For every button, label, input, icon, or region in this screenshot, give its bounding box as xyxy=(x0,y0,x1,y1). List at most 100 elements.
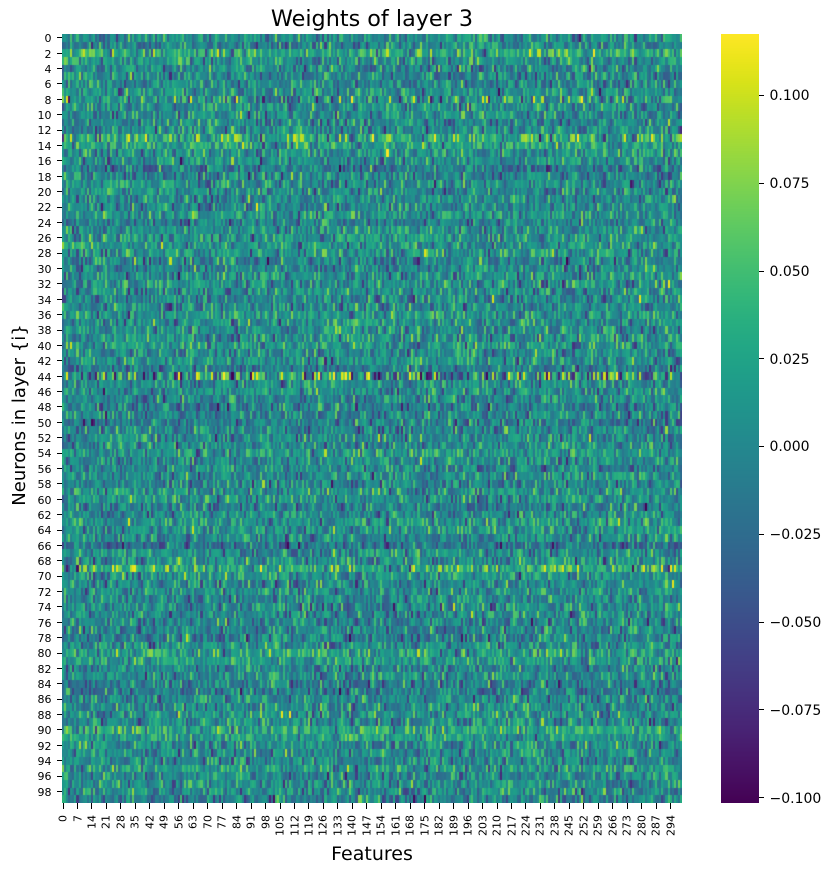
y-tick-mark xyxy=(57,406,62,408)
colorbar-tick-label: 0.050 xyxy=(769,263,810,280)
x-tick-mark xyxy=(626,803,628,809)
x-tick-mark xyxy=(207,803,209,809)
y-tick-mark xyxy=(57,698,62,700)
x-tick-mark xyxy=(380,803,382,809)
x-tick-label: 154 xyxy=(374,815,388,836)
colorbar xyxy=(721,34,759,803)
colorbar-tick-mark xyxy=(759,358,764,360)
y-tick-mark xyxy=(57,268,62,270)
x-tick-label: 168 xyxy=(403,815,417,836)
x-tick-mark xyxy=(496,803,498,809)
x-tick-label: 112 xyxy=(288,815,301,836)
y-tick-mark xyxy=(57,683,62,685)
y-tick-label: 76 xyxy=(37,616,52,630)
colorbar-tick-label: 0.075 xyxy=(769,176,810,193)
y-tick-label: 50 xyxy=(37,416,52,430)
y-tick-mark xyxy=(57,98,62,100)
y-tick-mark xyxy=(57,206,62,208)
x-tick-label: 133 xyxy=(331,815,345,836)
y-tick-label: 92 xyxy=(37,739,52,753)
y-tick-label: 64 xyxy=(37,524,52,538)
x-tick-label: 126 xyxy=(316,815,330,836)
x-tick-mark xyxy=(467,803,469,809)
colorbar-tick-mark xyxy=(759,797,764,799)
x-tick-mark xyxy=(294,803,295,809)
y-tick-label: 0 xyxy=(44,32,52,46)
x-tick-mark xyxy=(597,803,599,809)
x-tick-mark xyxy=(539,803,541,809)
y-tick-label: 22 xyxy=(37,201,52,215)
colorbar-tick-mark xyxy=(759,94,764,96)
y-tick-label: 96 xyxy=(37,770,52,784)
colorbar-tick-mark xyxy=(759,533,764,535)
x-tick-mark xyxy=(554,803,556,809)
y-tick-label: 10 xyxy=(37,109,52,123)
y-tick-mark xyxy=(57,191,62,193)
x-tick-mark xyxy=(178,803,180,809)
x-tick-mark xyxy=(322,803,324,809)
x-tick-label: 294 xyxy=(664,815,678,836)
y-tick-label: 56 xyxy=(37,462,52,476)
y-tick-mark xyxy=(57,221,62,223)
colorbar-tick-label: 0.000 xyxy=(769,439,810,456)
y-tick-mark xyxy=(57,621,62,623)
x-tick-label: 231 xyxy=(533,815,547,836)
y-tick-mark xyxy=(57,52,62,54)
x-tick-label: 0 xyxy=(56,815,70,822)
y-tick-label: 24 xyxy=(37,216,52,230)
y-tick-mark xyxy=(57,237,62,239)
y-tick-label: 48 xyxy=(37,401,52,415)
x-tick-mark xyxy=(337,803,339,809)
colorbar-tick-label: −0.050 xyxy=(769,614,822,631)
x-tick-label: 147 xyxy=(360,815,374,836)
x-tick-label: 63 xyxy=(186,815,200,829)
y-tick-label: 38 xyxy=(37,324,52,338)
y-tick-label: 84 xyxy=(37,678,52,692)
y-tick-mark xyxy=(57,575,62,577)
y-tick-label: 44 xyxy=(37,370,52,384)
y-tick-mark xyxy=(57,160,62,162)
x-tick-mark xyxy=(395,803,397,809)
x-tick-label: 266 xyxy=(606,815,620,836)
x-tick-label: 77 xyxy=(215,815,229,829)
y-tick-label: 66 xyxy=(37,539,52,553)
y-tick-mark xyxy=(57,652,62,654)
y-tick-label: 40 xyxy=(37,339,52,353)
y-tick-label: 54 xyxy=(37,447,52,461)
x-tick-mark xyxy=(163,803,165,809)
x-tick-label: 140 xyxy=(345,815,359,836)
y-tick-label: 8 xyxy=(44,93,52,107)
x-tick-label: 252 xyxy=(577,815,591,836)
y-tick-mark xyxy=(57,760,62,762)
y-tick-mark xyxy=(57,298,62,300)
x-tick-mark xyxy=(655,803,657,809)
y-tick-mark xyxy=(57,483,62,485)
x-tick-label: 84 xyxy=(230,815,244,829)
x-tick-label: 35 xyxy=(128,815,142,829)
y-tick-mark xyxy=(57,591,62,593)
y-tick-label: 90 xyxy=(37,724,52,738)
x-tick-label: 98 xyxy=(259,815,273,829)
colorbar-tick-label: 0.025 xyxy=(769,351,810,368)
x-tick-label: 161 xyxy=(389,815,403,836)
y-tick-mark xyxy=(57,452,62,454)
x-tick-label: 259 xyxy=(591,815,605,836)
y-tick-label: 42 xyxy=(37,355,52,369)
y-tick-label: 60 xyxy=(37,493,52,507)
colorbar-tick-mark xyxy=(759,270,764,272)
y-tick-label: 68 xyxy=(37,555,52,569)
x-tick-label: 119 xyxy=(302,815,316,836)
y-tick-label: 6 xyxy=(44,78,52,92)
y-tick-mark xyxy=(57,514,62,516)
x-tick-mark xyxy=(91,803,93,809)
x-tick-mark xyxy=(482,803,484,809)
y-tick-label: 26 xyxy=(37,232,52,246)
y-tick-label: 46 xyxy=(37,385,52,399)
x-tick-mark xyxy=(236,803,238,809)
x-tick-label: 203 xyxy=(476,815,490,836)
x-tick-mark xyxy=(641,803,643,809)
x-tick-label: 21 xyxy=(99,815,113,829)
x-tick-mark xyxy=(612,803,614,809)
x-tick-label: 56 xyxy=(172,815,186,829)
